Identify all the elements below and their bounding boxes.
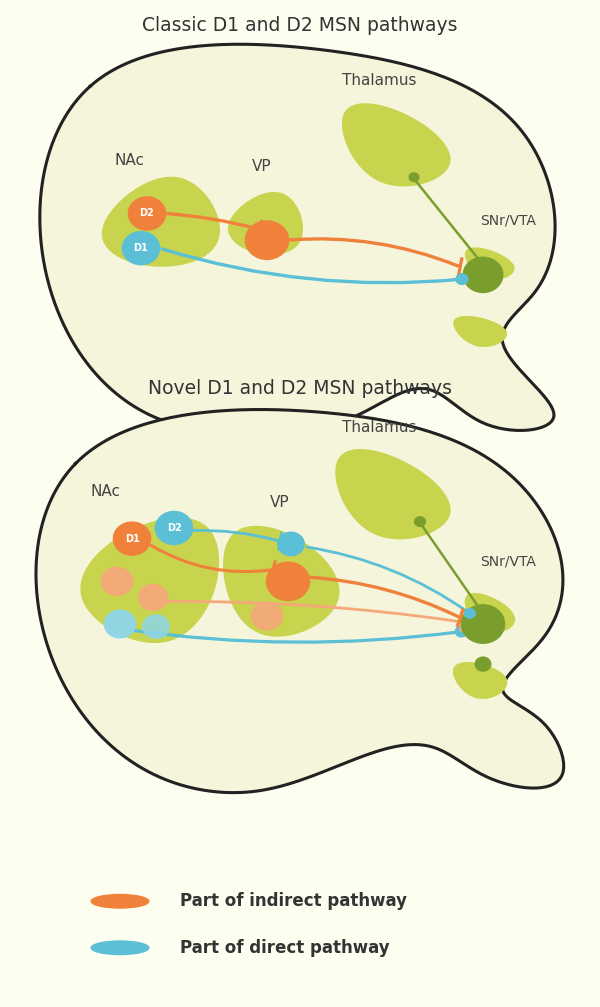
- Circle shape: [409, 173, 419, 181]
- Text: NAc: NAc: [90, 484, 120, 498]
- Circle shape: [245, 221, 289, 260]
- Polygon shape: [465, 593, 515, 633]
- Polygon shape: [40, 44, 555, 434]
- Text: D2: D2: [167, 523, 181, 533]
- Circle shape: [91, 941, 149, 955]
- Polygon shape: [454, 316, 507, 347]
- Text: SNr/VTA: SNr/VTA: [480, 554, 536, 568]
- Circle shape: [464, 608, 475, 618]
- Circle shape: [461, 605, 505, 643]
- Text: SNr/VTA: SNr/VTA: [480, 213, 536, 228]
- Circle shape: [455, 626, 467, 636]
- Text: NAc: NAc: [114, 153, 144, 168]
- Polygon shape: [102, 176, 220, 267]
- Circle shape: [456, 274, 468, 284]
- Circle shape: [113, 522, 151, 555]
- Text: Thalamus: Thalamus: [342, 74, 416, 89]
- Text: VP: VP: [252, 159, 272, 174]
- Text: Classic D1 and D2 MSN pathways: Classic D1 and D2 MSN pathways: [142, 16, 458, 35]
- Polygon shape: [335, 449, 451, 540]
- Circle shape: [143, 615, 169, 638]
- Circle shape: [139, 584, 167, 610]
- Circle shape: [251, 602, 283, 630]
- Text: D2: D2: [140, 208, 154, 219]
- Circle shape: [104, 610, 136, 637]
- Text: Thalamus: Thalamus: [342, 420, 416, 435]
- Text: D1: D1: [125, 534, 139, 544]
- Polygon shape: [80, 518, 219, 643]
- Text: Part of indirect pathway: Part of indirect pathway: [180, 892, 407, 910]
- Circle shape: [463, 257, 503, 292]
- Text: D1: D1: [134, 243, 148, 253]
- Circle shape: [101, 568, 133, 595]
- Text: Part of direct pathway: Part of direct pathway: [180, 939, 389, 957]
- Polygon shape: [36, 410, 564, 793]
- Circle shape: [278, 533, 304, 556]
- Circle shape: [122, 232, 160, 265]
- Circle shape: [128, 197, 166, 230]
- Polygon shape: [228, 192, 303, 255]
- Circle shape: [415, 517, 425, 527]
- Text: Novel D1 and D2 MSN pathways: Novel D1 and D2 MSN pathways: [148, 379, 452, 398]
- Polygon shape: [342, 104, 451, 186]
- Polygon shape: [465, 248, 515, 280]
- Circle shape: [155, 512, 193, 545]
- Circle shape: [91, 894, 149, 908]
- Polygon shape: [453, 662, 508, 699]
- Circle shape: [266, 562, 310, 600]
- Text: VP: VP: [270, 494, 290, 510]
- Circle shape: [475, 658, 491, 671]
- Polygon shape: [223, 526, 340, 636]
